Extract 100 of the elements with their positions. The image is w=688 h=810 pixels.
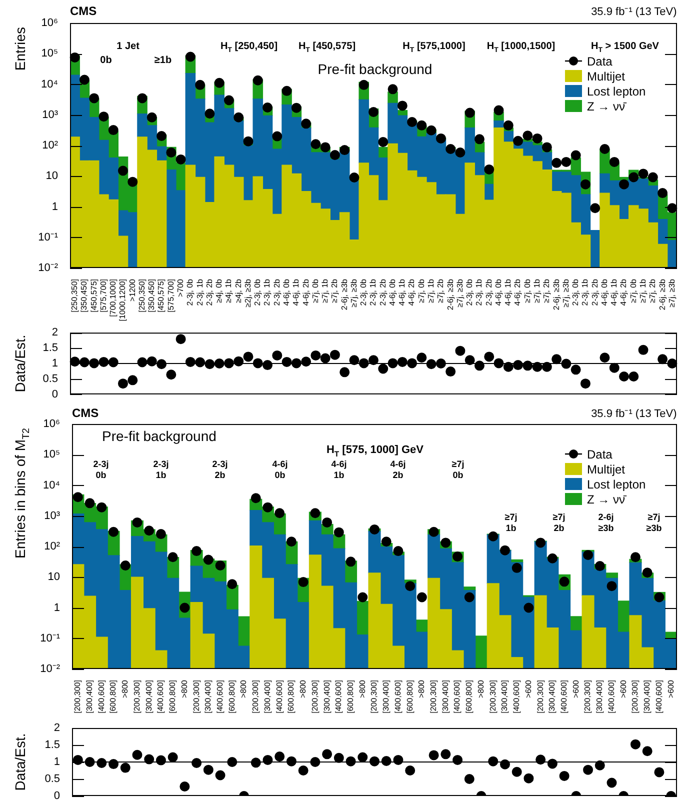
- x-tick-label: [600,800]: [464, 680, 474, 714]
- x-tick-label: 4-6j, 2b: [513, 278, 522, 306]
- y-tick-label: 10⁻¹: [40, 632, 60, 644]
- x-tick-label: [200,300]: [488, 680, 498, 714]
- x-tick-label: >800: [180, 679, 189, 698]
- x-tick-label: 2-6j, ≥3b: [552, 278, 561, 310]
- x-tick-label: ≥4j, 1b: [224, 278, 234, 303]
- x-tick-label: [300,400]: [548, 680, 557, 714]
- x-tick-label: [300,400]: [322, 680, 332, 714]
- x-tick-label: [450,575]: [156, 279, 166, 312]
- y-tick-label: 10⁴: [41, 78, 58, 90]
- x-tick-label: >600: [666, 679, 676, 698]
- annotation: 2-3j 2b: [212, 459, 228, 480]
- x-tick-label: ≥7j, 0b: [310, 278, 320, 303]
- x-tick-label: ≥7j, ≥3b: [667, 278, 676, 308]
- x-tick-label: ≥7j, ≥3b: [561, 278, 570, 308]
- x-tick-label: ≥7j, 1b: [532, 278, 542, 303]
- text: 35.9 fb⁻¹ (13 TeV): [591, 6, 677, 18]
- y-tick-label: 2: [54, 722, 60, 734]
- legend-label: Z → νν̄: [587, 100, 627, 114]
- y-tick-label: 1.5: [44, 739, 60, 752]
- y-tick-label: 10⁵: [41, 48, 58, 60]
- x-tick-label: 4-6j, 1b: [292, 278, 301, 306]
- x-tick-label: [400,600]: [452, 680, 462, 714]
- x-tick-label: ≥7j, 2b: [436, 278, 446, 303]
- x-tick-label: ≥4j, 0b: [214, 278, 224, 303]
- x-tick-label: ≥7j, 0b: [522, 278, 532, 303]
- legend-label: Data: [587, 54, 613, 68]
- x-tick-label: ≥7j, 2b: [330, 278, 340, 303]
- x-tick-label: [450,575]: [89, 279, 98, 312]
- annotation: ≥1b: [154, 55, 172, 66]
- x-tick-label: [300,400]: [440, 680, 450, 714]
- y-tick-label: 1: [52, 358, 58, 370]
- x-tick-label: [1000,1200]: [118, 279, 128, 322]
- x-tick-label: ≥7j, 1b: [320, 278, 330, 303]
- legend-label: Z → νν̄: [587, 492, 627, 506]
- x-tick-label: [300,400]: [204, 680, 213, 714]
- y-tick-label: 10³: [42, 108, 58, 121]
- text: CMS: [70, 4, 97, 18]
- x-tick-label: >600: [618, 679, 628, 698]
- annotation: 4-6j 1b: [331, 459, 347, 480]
- x-tick-label: [250,350]: [70, 279, 80, 312]
- x-tick-label: [300,400]: [262, 680, 272, 714]
- legend-label: Multijet: [587, 70, 626, 84]
- legend-label: Lost lepton: [587, 478, 646, 492]
- x-tick-label: >600: [524, 679, 533, 698]
- x-tick-label: [400,600]: [215, 680, 224, 714]
- x-tick-label: 2-3j, 0b: [186, 278, 195, 306]
- x-tick-label: [600,800]: [346, 680, 355, 714]
- x-tick-label: ≥7j, 2b: [648, 278, 658, 303]
- y-tick-label: 10⁵: [43, 448, 60, 461]
- x-tick-label: 4-6j, 2b: [407, 278, 416, 306]
- x-tick-label: [600,800]: [168, 680, 178, 714]
- y-tick-label: 10²: [42, 140, 58, 152]
- x-tick-label: [200,300]: [429, 680, 438, 714]
- y-tick-label: 1.5: [42, 342, 58, 354]
- x-tick-label: [400,600]: [274, 680, 284, 714]
- x-tick-label: [400,600]: [654, 680, 664, 714]
- annotation: 2-3j 0b: [93, 459, 109, 480]
- x-tick-label: ≥4j, 2b: [234, 278, 243, 303]
- y-tick-label: 10⁶: [43, 418, 60, 430]
- x-tick-label: [300,400]: [595, 680, 604, 714]
- x-tick-label: [200,300]: [73, 680, 82, 714]
- annotation: 2-3j 1b: [153, 459, 169, 480]
- x-tick-label: [200,300]: [370, 680, 379, 714]
- x-tick-label: 2-3j, 0b: [571, 278, 580, 306]
- y-tick-label: 10³: [44, 510, 60, 522]
- x-tick-label: [200,300]: [536, 680, 545, 714]
- x-tick-label: [400,600]: [334, 680, 344, 714]
- x-tick-label: ≥7j, ≥3b: [455, 278, 464, 308]
- x-tick-label: 4-6j, 1b: [504, 278, 513, 306]
- x-tick-label: 2-3j, 0b: [465, 278, 474, 306]
- x-tick-label: 4-6j, 2b: [619, 278, 628, 306]
- y-tick-label: 10⁻²: [38, 262, 58, 274]
- x-tick-label: 2-3j, 2b: [590, 278, 600, 306]
- x-tick-label: 2-6j, ≥3b: [446, 278, 455, 310]
- y-tick-label: 0: [54, 790, 60, 802]
- y-tick-label: 10: [46, 170, 58, 182]
- x-tick-label: [400,600]: [156, 680, 166, 714]
- annotation: 1 Jet: [116, 41, 140, 52]
- x-tick-label: 4-6j, 0b: [282, 278, 291, 306]
- x-tick-label: >600: [571, 679, 580, 698]
- annotation: ≥7j 0b: [452, 459, 464, 480]
- x-tick-label: [200,300]: [251, 680, 260, 714]
- x-tick-label: 2-3j, 1b: [262, 278, 272, 306]
- annotation: Pre-fit background: [318, 61, 432, 77]
- x-tick-label: 2-3j, 1b: [474, 278, 484, 306]
- x-tick-label: 2-3j, 0b: [253, 278, 262, 306]
- annotation: 0b: [100, 55, 112, 66]
- legend-label: Lost lepton: [587, 84, 646, 98]
- x-tick-label: [600,800]: [405, 680, 414, 714]
- text: 35.9 fb⁻¹ (13 TeV): [591, 408, 677, 420]
- x-tick-label: [400,600]: [606, 680, 616, 714]
- x-tick-label: [575,700]: [98, 279, 108, 312]
- x-tick-label: [600,800]: [227, 680, 236, 714]
- annotation: Pre-fit background: [102, 428, 216, 444]
- x-tick-label: [300,400]: [500, 680, 510, 714]
- y-tick-label: 1: [52, 200, 58, 213]
- x-tick-label: [700,1000]: [108, 279, 118, 317]
- text: CMS: [72, 406, 99, 420]
